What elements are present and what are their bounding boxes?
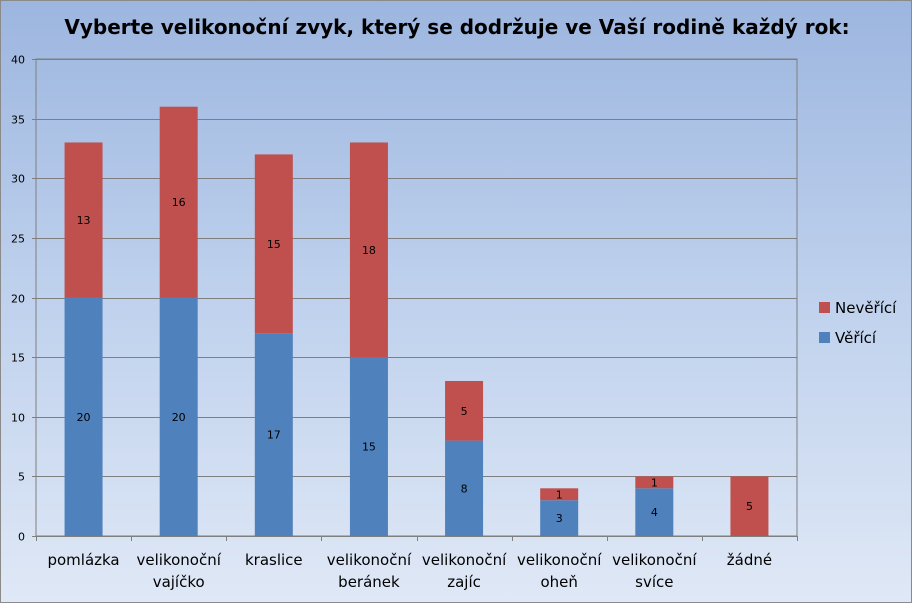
data-label: 16 — [172, 196, 186, 209]
category-label: pomlázka — [47, 551, 119, 569]
category-label: žádné — [727, 551, 772, 569]
y-tick-label: 20 — [11, 293, 25, 306]
category-label: svíce — [635, 573, 673, 591]
data-label: 15 — [362, 441, 376, 454]
category-label: velikonoční — [137, 551, 222, 569]
y-tick-label: 35 — [11, 114, 25, 127]
bar-segment — [445, 380, 484, 441]
category-label: velikonoční — [612, 551, 697, 569]
data-label: 1 — [651, 476, 658, 489]
y-tick-label: 0 — [18, 531, 25, 544]
y-tick-label: 10 — [11, 412, 25, 425]
plot-area — [35, 58, 798, 537]
bar-segment — [159, 106, 198, 298]
bar-segment — [254, 333, 293, 536]
category-label: velikonoční — [517, 551, 602, 569]
data-label: 3 — [556, 512, 563, 525]
y-tick-label: 5 — [18, 471, 25, 484]
legend-label: Věřící — [835, 329, 877, 347]
bar-segment — [159, 297, 198, 536]
bar-segment — [349, 142, 388, 358]
y-tick-label: 30 — [11, 173, 25, 186]
bar-segment — [64, 297, 103, 536]
y-tick-label: 25 — [11, 233, 25, 246]
data-label: 18 — [362, 244, 376, 257]
category-label: beránek — [338, 573, 400, 591]
data-label: 5 — [461, 405, 468, 418]
category-label: vajíčko — [153, 573, 205, 591]
category-label: oheň — [540, 573, 577, 591]
legend-label: Nevěřící — [835, 299, 897, 317]
bar-segment — [730, 476, 769, 536]
data-label: 1 — [556, 488, 563, 501]
category-label: velikonoční — [422, 551, 507, 569]
data-label: 4 — [651, 506, 658, 519]
data-label: 15 — [267, 238, 281, 251]
bar-segment — [635, 488, 674, 536]
chart-title: Vyberte velikonoční zvyk, který se dodrž… — [64, 15, 850, 39]
category-label: zajíc — [447, 573, 481, 591]
bar-segment — [64, 142, 103, 298]
y-tick-label: 15 — [11, 352, 25, 365]
category-label: kraslice — [245, 551, 303, 569]
data-label: 13 — [77, 214, 91, 227]
data-label: 17 — [267, 429, 281, 442]
bar-segment — [540, 500, 579, 536]
bar-segment — [540, 488, 579, 501]
y-tick-label: 40 — [11, 54, 25, 67]
bar-segment — [349, 357, 388, 536]
bar-segment — [445, 440, 484, 536]
data-label: 5 — [746, 500, 753, 513]
data-label: 20 — [172, 411, 186, 424]
bar-segment — [254, 154, 293, 334]
bar-segment — [635, 476, 674, 489]
category-label: velikonoční — [327, 551, 412, 569]
legend-swatch — [819, 302, 830, 313]
data-label: 20 — [77, 411, 91, 424]
data-label: 8 — [461, 482, 468, 495]
legend-swatch — [819, 332, 830, 343]
